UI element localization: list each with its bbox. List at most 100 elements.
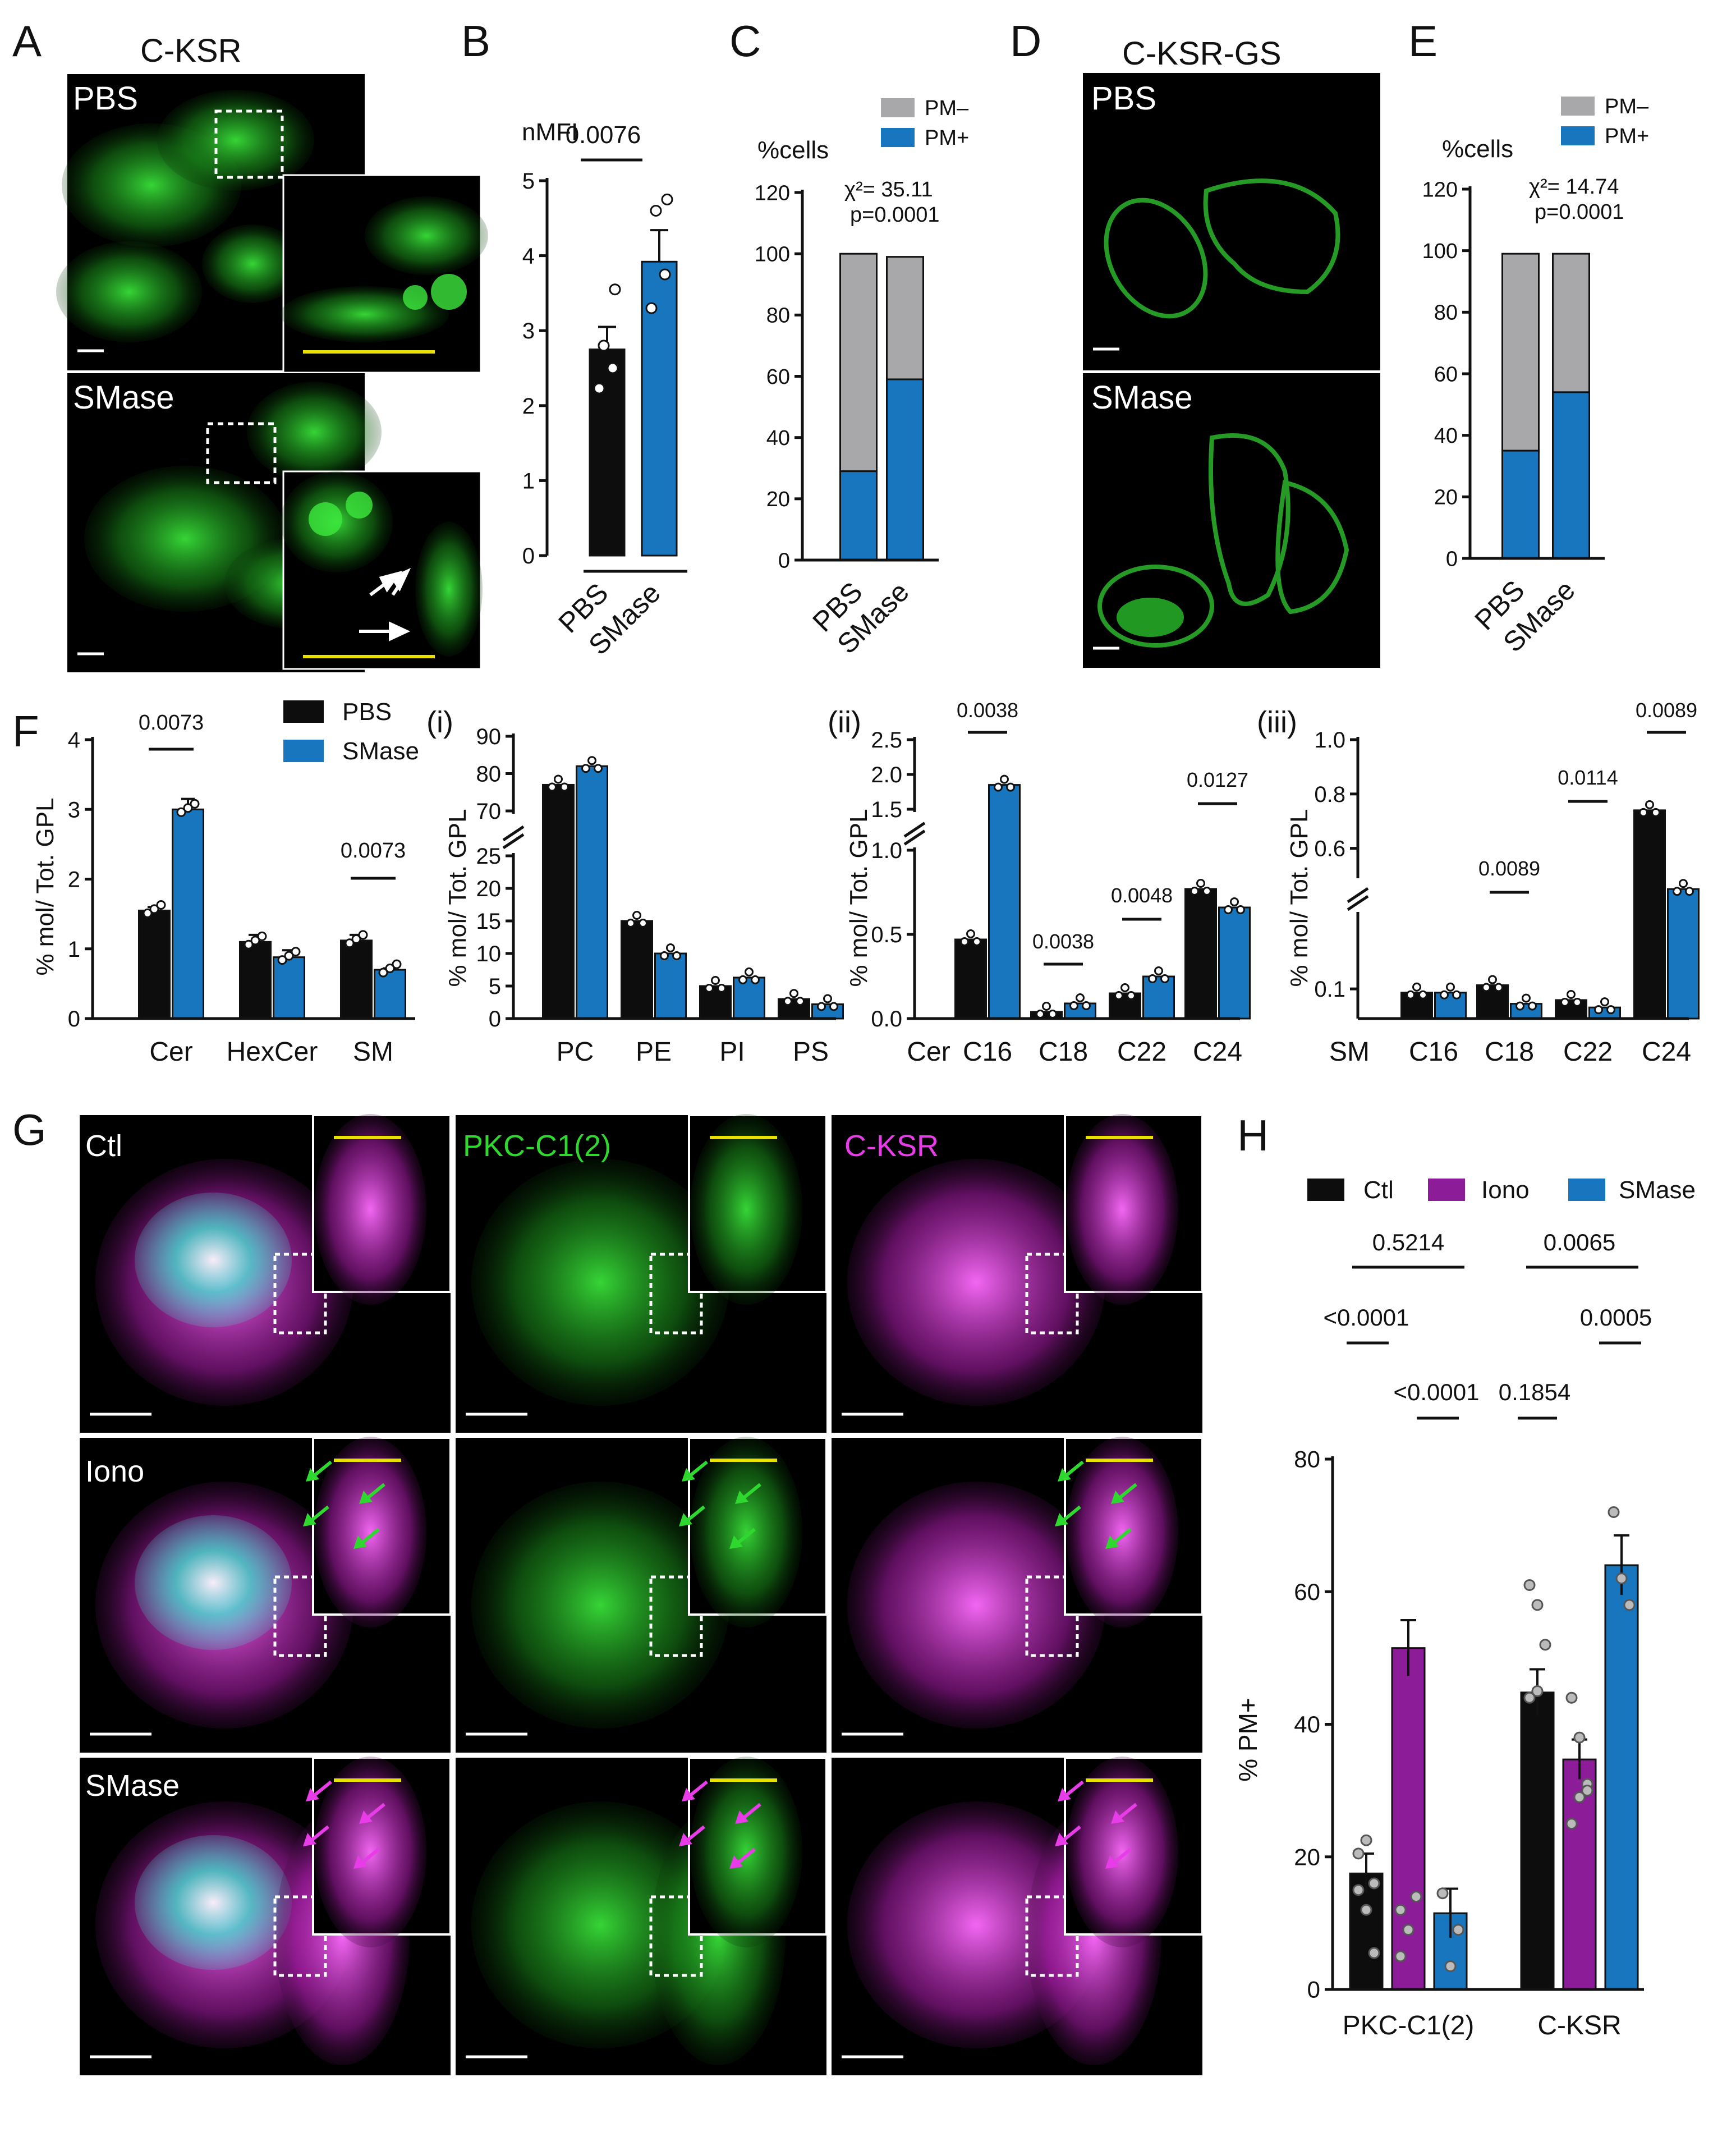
data-point [660, 951, 669, 960]
y-tick-label: 2 [522, 394, 535, 419]
panel-f-pvalue-sm: 0.0073 [341, 839, 406, 863]
bar-pm-minus-smase [1552, 253, 1590, 393]
data-point [738, 975, 747, 984]
panel-letter-a: A [12, 16, 42, 66]
chart-f-i: 0 5 10 15 20 25 70 80 90 PC PE PI PS [476, 725, 844, 1067]
legend-label-pm-minus: PM– [1605, 95, 1649, 118]
data-point [345, 938, 355, 948]
x-tick-label: C16 [1409, 1037, 1458, 1067]
arrow-head [729, 1855, 743, 1869]
x-tick-label: Cer [149, 1037, 192, 1067]
zoom-box [273, 1575, 327, 1657]
bar-pbs-c24 [1184, 888, 1217, 1020]
panel-f-ii-ylabel: % mol/ Tot. GPL [845, 809, 872, 987]
data-point [1515, 1001, 1524, 1011]
bar-pm-plus-smase [1552, 391, 1590, 560]
y-tick-label: 20 [1294, 1844, 1320, 1870]
data-point [1069, 1001, 1078, 1010]
arrow-icon [735, 1803, 761, 1824]
zoom-box [649, 1575, 703, 1657]
panel-e: E %cells PM– PM+ χ²= 14.74 p=0.0001 0 20 4… [1408, 16, 1649, 658]
data-point [972, 937, 981, 946]
arrow-head [1055, 1833, 1068, 1846]
panel-f-iii: (iii) % mol/ Tot. GPL 0.0089 0.0114 0.00… [1257, 699, 1700, 1067]
data-point [1452, 990, 1461, 999]
panel-b-ylabel: nMFI [522, 118, 578, 146]
arrow-head [1111, 1491, 1124, 1504]
data-point [1531, 1599, 1544, 1611]
arrow-icon [1105, 1847, 1132, 1869]
data-point [1673, 887, 1682, 896]
bar-pbs-c16 [1400, 992, 1433, 1020]
arrow-icon [729, 1528, 756, 1549]
zoom-box [273, 1895, 327, 1977]
data-point [1560, 997, 1569, 1007]
data-point [284, 951, 294, 961]
data-point [1573, 1791, 1586, 1803]
x-tick-label: C16 [963, 1037, 1012, 1067]
data-point [1615, 1572, 1628, 1585]
x-tick-label: C18 [1485, 1037, 1534, 1067]
cell-body [471, 1482, 729, 1728]
bar-iono-pkc-c1-2- [1391, 1647, 1426, 1991]
y-tick-label: 1.0 [1314, 728, 1345, 753]
data-point [1352, 1884, 1365, 1896]
arrow-icon [679, 1505, 705, 1526]
y-tick-label: 20 [1434, 486, 1458, 510]
data-point [1573, 1731, 1586, 1744]
data-point [1531, 1685, 1544, 1697]
panel-letter-f-i: (i) [426, 705, 453, 739]
legend-label-pbs: PBS [342, 698, 392, 726]
data-point [1606, 1005, 1615, 1015]
data-point [392, 959, 402, 969]
bar-pm-plus-pbs [839, 470, 878, 561]
data-point [672, 951, 681, 960]
bar-pbs-pi [699, 985, 732, 1020]
y-tick-label: 0.1 [1314, 977, 1345, 1002]
data-point [598, 340, 610, 352]
legend-swatch-pm-minus [1561, 97, 1595, 116]
arrow-icon [303, 1825, 329, 1846]
panel-c-stat-chi: χ²= 35.11 [844, 178, 933, 201]
bar-pm-plus-smase [886, 378, 924, 561]
arrow-icon [1105, 1528, 1132, 1549]
cell-body [847, 1482, 1105, 1728]
arrow-icon [306, 1460, 332, 1482]
x-tick-label: C24 [1642, 1037, 1691, 1067]
data-point [156, 900, 166, 910]
y-tick-label: 120 [1422, 178, 1458, 201]
x-tick-label: C18 [1039, 1037, 1088, 1067]
y-tick-label: 0 [778, 549, 790, 572]
panel-g-row-label-iono: Iono [85, 1455, 144, 1488]
micrograph-d-pbs [1083, 73, 1380, 370]
panel-f-ii-pvalue-c16: 0.0038 [957, 699, 1018, 722]
arrow-icon [359, 567, 411, 641]
y-tick-label: 60 [766, 365, 790, 389]
panel-h-pvalue-pkc-iono-smase: <0.0001 [1394, 1379, 1480, 1405]
bar-smase-c22 [1142, 975, 1175, 1020]
bar-pbs-sm [340, 939, 373, 1020]
panel-d: D C-KSR-GS PBS SMase [1010, 16, 1380, 668]
y-tick-label: 15 [476, 909, 502, 934]
legend-label-pm-plus: PM+ [1605, 125, 1649, 148]
y-tick-label: 100 [1422, 240, 1458, 263]
arrow-head [303, 1833, 316, 1846]
panel-b-pvalue: 0.0076 [566, 121, 641, 149]
data-point [632, 911, 641, 920]
micrograph-d-pbs-texture [1104, 178, 1340, 319]
panel-letter-f: F [12, 707, 39, 756]
arrow-icon [353, 1528, 380, 1549]
inset-texture [1066, 1114, 1178, 1305]
data-point [659, 268, 671, 281]
panel-f: F % mol/ Tot. GPL PBS SMase 0.0073 0.007… [12, 698, 419, 1067]
y-tick-label: 40 [766, 427, 790, 450]
data-point [1573, 997, 1582, 1007]
axis-break [1347, 887, 1369, 904]
colocalization [135, 1515, 292, 1650]
data-point [1565, 1818, 1578, 1830]
arrow-head [1105, 1535, 1119, 1549]
data-point [1436, 1887, 1449, 1900]
inset-texture [690, 1757, 802, 1947]
